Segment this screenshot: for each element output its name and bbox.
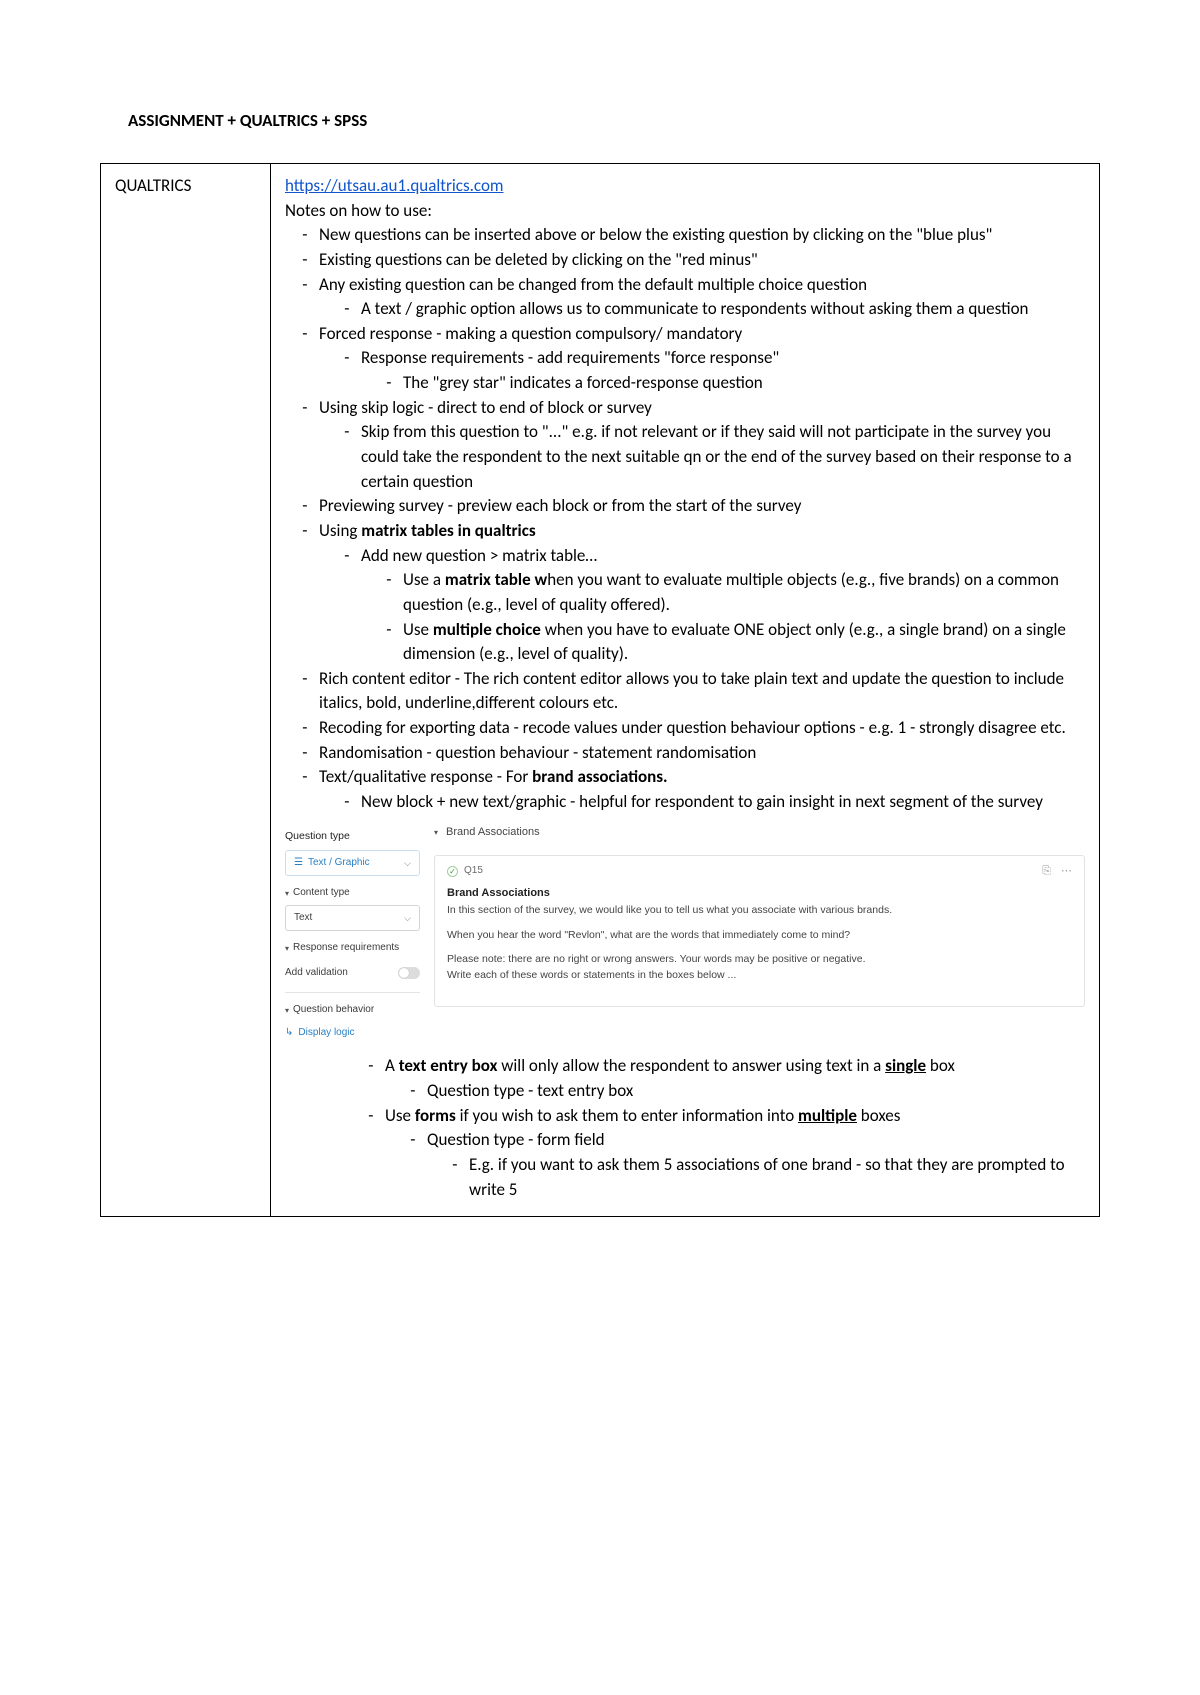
question-type-label: Question type	[285, 829, 420, 844]
list-item: Using matrix tables in qualtrics Add new…	[319, 519, 1085, 667]
list-item: Forced response - making a question comp…	[319, 322, 1085, 396]
list-item: New block + new text/graphic - helpful f…	[361, 790, 1085, 815]
list-item: Use forms if you wish to ask them to ent…	[385, 1104, 1085, 1203]
list-item: Text/qualitative response - For brand as…	[319, 765, 1085, 814]
display-logic-label: Display logic	[298, 1026, 354, 1041]
after-screenshot-list: A text entry box will only allow the res…	[285, 1054, 1085, 1202]
question-text: Please note: there are no right or wrong…	[447, 952, 1072, 966]
content-type-value: Text	[294, 911, 312, 926]
block-title-row: Brand Associations	[434, 825, 1085, 841]
question-behavior-label: Question behavior	[285, 1003, 420, 1018]
question-text: When you hear the word "Revlon", what ar…	[447, 928, 1072, 942]
chevron-down-icon: ⌵	[404, 857, 411, 870]
content-type-dropdown[interactable]: Text ⌵	[285, 905, 420, 932]
list-item: E.g. if you want to ask them 5 associati…	[469, 1153, 1085, 1202]
question-card: ✓ Q15 ⎘ ⋯ Brand Associations In this sec…	[434, 855, 1085, 1008]
question-title: Brand Associations	[447, 886, 1072, 902]
list-item: Recoding for exporting data - recode val…	[319, 716, 1085, 741]
embedded-screenshot: Question type ☰ Text / Graphic ⌵ Content…	[285, 825, 1085, 1041]
list-item: Rich content editor - The rich content e…	[319, 667, 1085, 716]
list-item: Randomisation - question behaviour - sta…	[319, 741, 1085, 766]
divider	[285, 992, 420, 993]
add-validation-row: Add validation	[285, 960, 420, 987]
question-text: Write each of these words or statements …	[447, 968, 1072, 982]
notes-list: New questions can be inserted above or b…	[285, 223, 1085, 814]
more-icon[interactable]: ⋯	[1061, 864, 1072, 880]
add-validation-label: Add validation	[285, 966, 348, 981]
notes-heading: Notes on how to use:	[285, 200, 432, 221]
list-item: Using skip logic - direct to end of bloc…	[319, 396, 1085, 495]
row-header-cell: QUALTRICS	[101, 164, 271, 1217]
list-item: The "grey star" indicates a forced-respo…	[403, 371, 1085, 396]
list-item: Existing questions can be deleted by cli…	[319, 248, 1085, 273]
copy-icon[interactable]: ⎘	[1042, 864, 1051, 880]
list-item: Use a matrix table when you want to eval…	[403, 568, 1085, 617]
list-item: Any existing question can be changed fro…	[319, 273, 1085, 322]
list-item: Previewing survey - preview each block o…	[319, 494, 1085, 519]
page-title: ASSIGNMENT + QUALTRICS + SPSS	[100, 110, 1100, 131]
content-type-label: Content type	[285, 886, 420, 901]
list-item: A text entry box will only allow the res…	[385, 1054, 1085, 1103]
list-item: Skip from this question to "..." e.g. if…	[361, 420, 1085, 494]
branch-icon: ↳	[285, 1026, 293, 1041]
list-item: Response requirements - add requirements…	[361, 346, 1085, 395]
list-item: Question type - form field E.g. if you w…	[427, 1128, 1085, 1202]
check-icon: ✓	[447, 866, 458, 877]
display-logic-link[interactable]: ↳ Display logic	[285, 1022, 420, 1041]
add-validation-toggle[interactable]	[398, 967, 420, 979]
document-page: ASSIGNMENT + QUALTRICS + SPSS QUALTRICS …	[0, 0, 1200, 1277]
chevron-down-icon: ⌵	[404, 912, 411, 925]
question-type-dropdown[interactable]: ☰ Text / Graphic ⌵	[285, 850, 420, 877]
block-title: Brand Associations	[446, 825, 540, 841]
text-graphic-icon: ☰	[294, 856, 303, 871]
list-item: A text / graphic option allows us to com…	[361, 297, 1085, 322]
question-text: In this section of the survey, we would …	[447, 903, 1072, 917]
question-type-value: Text / Graphic	[308, 856, 370, 871]
list-item: Add new question > matrix table… Use a m…	[361, 544, 1085, 667]
question-preview: Brand Associations ✓ Q15 ⎘ ⋯	[434, 825, 1085, 1041]
list-item: Use multiple choice when you have to eva…	[403, 618, 1085, 667]
sidebar-panel: Question type ☰ Text / Graphic ⌵ Content…	[285, 825, 420, 1041]
row-header: QUALTRICS	[115, 175, 191, 196]
qualtrics-link[interactable]: https://utsau.au1.qualtrics.com	[285, 175, 504, 196]
row-content-cell: https://utsau.au1.qualtrics.com Notes on…	[271, 164, 1100, 1217]
list-item: New questions can be inserted above or b…	[319, 223, 1085, 248]
response-req-label: Response requirements	[285, 941, 420, 956]
list-item: Question type - text entry box	[427, 1079, 1085, 1104]
notes-table: QUALTRICS https://utsau.au1.qualtrics.co…	[100, 163, 1100, 1217]
question-id: Q15	[464, 864, 483, 879]
